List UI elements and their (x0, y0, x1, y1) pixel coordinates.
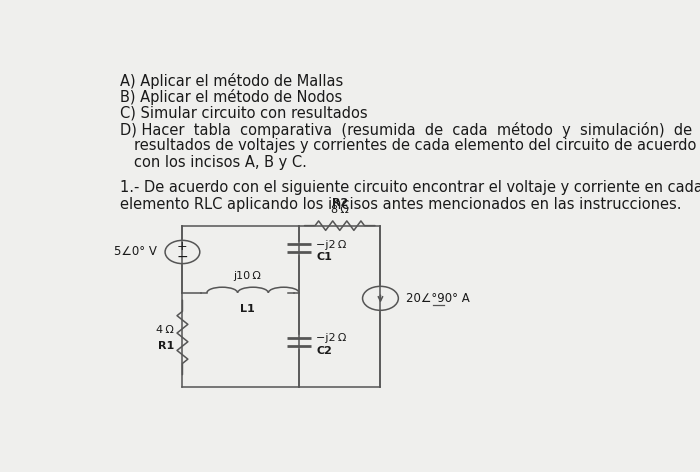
Text: L1: L1 (240, 304, 255, 314)
Text: R1: R1 (158, 341, 174, 352)
Text: con los incisos A, B y C.: con los incisos A, B y C. (134, 155, 307, 170)
Text: −j2 Ω: −j2 Ω (316, 240, 346, 250)
Text: 5∠0° V: 5∠0° V (114, 245, 157, 259)
Text: elemento RLC aplicando los incisos antes mencionados en las instrucciones.: elemento RLC aplicando los incisos antes… (120, 196, 682, 211)
Text: C1: C1 (316, 253, 332, 262)
Text: −j2 Ω: −j2 Ω (316, 333, 346, 343)
Text: 4 Ω: 4 Ω (156, 325, 174, 335)
Text: C2: C2 (316, 346, 332, 356)
Text: 8 Ω: 8 Ω (331, 205, 349, 215)
Text: resultados de voltajes y corrientes de cada elemento del circuito de acuerdo: resultados de voltajes y corrientes de c… (134, 138, 696, 153)
Text: 20∠°90° A: 20∠°90° A (407, 292, 470, 305)
Text: R2: R2 (332, 198, 348, 208)
Text: −: − (176, 250, 188, 264)
Text: 1.- De acuerdo con el siguiente circuito encontrar el voltaje y corriente en cad: 1.- De acuerdo con el siguiente circuito… (120, 180, 700, 195)
Text: j10 Ω: j10 Ω (234, 271, 262, 281)
Text: +: + (177, 240, 188, 253)
Text: A) Aplicar el método de Mallas: A) Aplicar el método de Mallas (120, 73, 343, 89)
Text: D) Hacer  tabla  comparativa  (resumida  de  cada  método  y  simulación)  de: D) Hacer tabla comparativa (resumida de … (120, 122, 692, 138)
Text: C) Simular circuito con resultados: C) Simular circuito con resultados (120, 106, 368, 121)
Text: B) Aplicar el método de Nodos: B) Aplicar el método de Nodos (120, 89, 342, 105)
